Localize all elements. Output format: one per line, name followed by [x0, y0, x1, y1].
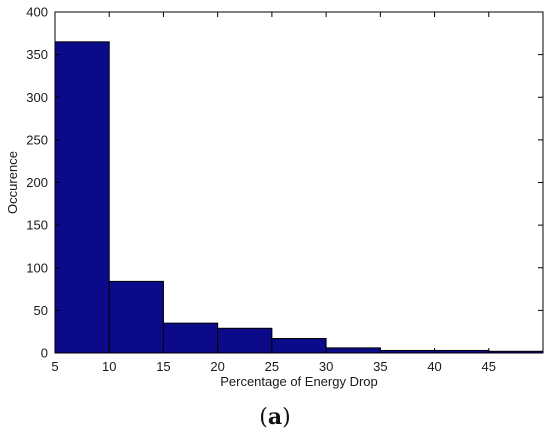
histogram-bar-4: [217, 327, 273, 354]
histogram-bar-5: [271, 338, 327, 354]
x-tick-label-40: 40: [427, 359, 441, 374]
x-tick-label-35: 35: [373, 359, 387, 374]
y-tick-label-100: 100: [26, 260, 48, 275]
bars-layer: [54, 41, 544, 354]
x-tick-label-5: 5: [51, 359, 58, 374]
y-tick-label-0: 0: [41, 346, 48, 361]
y-tick-label-50: 50: [34, 303, 48, 318]
x-tick-label-20: 20: [210, 359, 224, 374]
caption-close-paren: ): [282, 405, 291, 430]
figure-caption: (a): [259, 404, 290, 430]
histogram-bar-6: [325, 347, 381, 354]
histogram-bar-2: [108, 280, 164, 354]
histogram-bar-3: [162, 322, 219, 354]
y-tick-label-350: 350: [26, 47, 48, 62]
y-axis-label: Occurence: [5, 151, 20, 214]
x-tick-label-25: 25: [265, 359, 279, 374]
ticks-layer: 5 10 15 20 25 30 35 40 45 0 50 100 150 200 250 300 350 40…: [26, 5, 543, 374]
x-tick-label-45: 45: [482, 359, 496, 374]
y-tick-label-300: 300: [26, 90, 48, 105]
y-tick-label-250: 250: [26, 132, 48, 147]
x-axis-label: Percentage of Energy Drop: [220, 374, 378, 389]
histogram-bar-1: [54, 41, 110, 354]
caption-open-paren: (: [259, 405, 268, 430]
x-tick-label-10: 10: [102, 359, 116, 374]
y-tick-label-150: 150: [26, 218, 48, 233]
x-tick-label-30: 30: [319, 359, 333, 374]
y-tick-label-200: 200: [26, 175, 48, 190]
y-tick-label-400: 400: [26, 5, 48, 20]
caption-letter: a: [268, 404, 282, 430]
x-tick-label-15: 15: [156, 359, 170, 374]
